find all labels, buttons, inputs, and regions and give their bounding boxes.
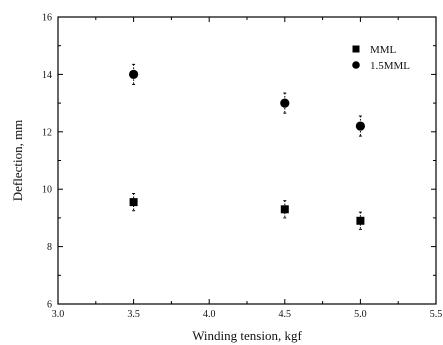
- axes-group: 3.0 3.5 4.0 4.5 5.0 5.5 6 8 10 12 14 16: [42, 13, 442, 321]
- y-tick-label: 10: [42, 185, 52, 196]
- data-point-square: [356, 216, 365, 225]
- data-point-circle: [129, 69, 139, 79]
- x-tick-label: 5.5: [430, 309, 443, 320]
- y-tick-label: 6: [47, 300, 52, 311]
- x-tick-label: 3.5: [127, 309, 140, 320]
- y-tick-label: 12: [42, 127, 52, 138]
- data-point-circle: [280, 98, 290, 108]
- data-point-circle: [355, 121, 365, 131]
- data-point-square: [129, 198, 138, 207]
- y-tick-label: 8: [47, 242, 52, 253]
- legend-marker-square: [352, 45, 360, 53]
- data-marks-group: [129, 63, 365, 230]
- legend-marker-circle: [352, 61, 360, 69]
- legend: MML 1.5MML: [352, 44, 410, 72]
- legend-label: MML: [370, 44, 397, 56]
- x-tick-label: 4.0: [203, 309, 216, 320]
- y-tick-label: 16: [42, 13, 52, 24]
- data-point-square: [280, 205, 289, 214]
- x-tick-label: 3.0: [52, 309, 65, 320]
- x-tick-label: 5.0: [354, 309, 367, 320]
- legend-label: 1.5MML: [370, 60, 410, 72]
- y-axis-label: Deflection, mm: [10, 120, 25, 202]
- x-tick-label: 4.5: [279, 309, 292, 320]
- x-axis-label: Winding tension, kgf: [192, 328, 302, 343]
- y-tick-label: 14: [42, 70, 52, 81]
